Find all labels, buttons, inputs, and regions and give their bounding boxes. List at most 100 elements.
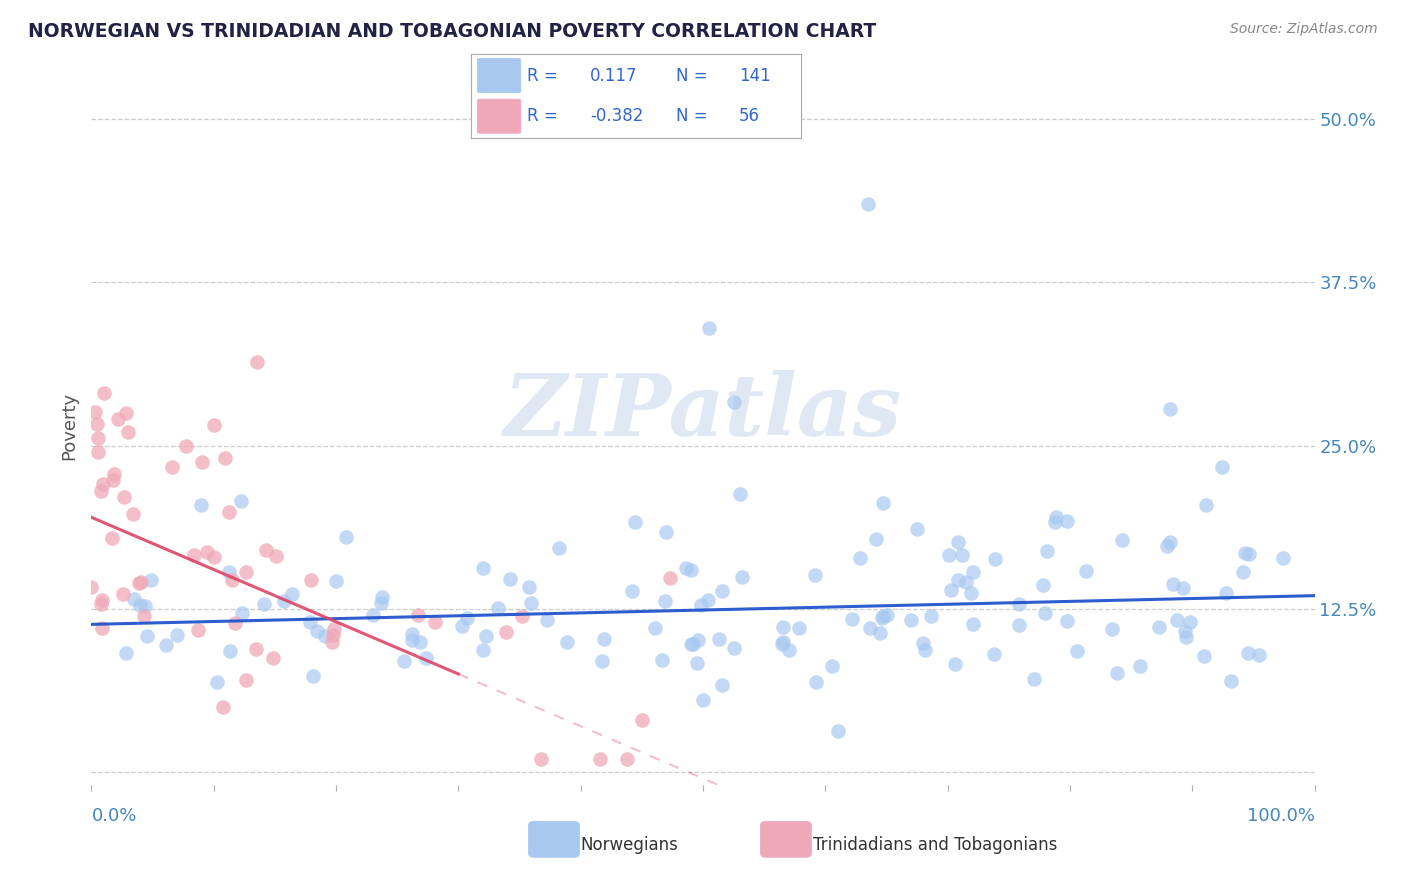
- Point: [195, 544, 218, 558]
- Point: [696, 592, 718, 607]
- Point: [962, 617, 984, 632]
- Point: [86, 417, 108, 431]
- Point: [1056, 614, 1078, 628]
- Point: [778, 642, 800, 657]
- Point: [728, 487, 751, 501]
- Point: [495, 624, 517, 639]
- Point: [1101, 622, 1123, 636]
- Point: [876, 607, 898, 622]
- Point: [872, 496, 894, 510]
- Point: [325, 574, 347, 588]
- Point: [191, 455, 214, 469]
- Point: [1220, 674, 1243, 689]
- Point: [90, 484, 112, 499]
- Point: [983, 647, 1005, 661]
- Point: [219, 643, 242, 657]
- Text: 56: 56: [738, 107, 759, 125]
- Point: [644, 621, 666, 635]
- Text: 141: 141: [738, 67, 770, 85]
- Point: [90, 597, 112, 611]
- Point: [710, 583, 733, 598]
- Point: [86, 445, 108, 459]
- Point: [1032, 578, 1054, 592]
- Point: [254, 542, 277, 557]
- Point: [305, 624, 328, 639]
- Point: [401, 633, 423, 648]
- Point: [115, 406, 138, 420]
- Point: [1174, 630, 1197, 644]
- Point: [939, 583, 962, 598]
- Point: [865, 533, 887, 547]
- Point: [1036, 544, 1059, 558]
- Point: [408, 635, 430, 649]
- Point: [211, 700, 233, 714]
- Point: [361, 607, 384, 622]
- Point: [218, 505, 240, 519]
- Point: [472, 560, 495, 574]
- Point: [772, 619, 794, 633]
- Point: [772, 635, 794, 649]
- Point: [450, 619, 472, 633]
- Point: [1129, 659, 1152, 673]
- Point: [273, 594, 295, 608]
- Text: NORWEGIAN VS TRINIDADIAN AND TOBAGONIAN POVERTY CORRELATION CHART: NORWEGIAN VS TRINIDADIAN AND TOBAGONIAN …: [28, 22, 876, 41]
- Point: [83, 404, 105, 418]
- Point: [955, 575, 977, 590]
- Point: [960, 586, 983, 600]
- Point: [129, 575, 152, 590]
- Point: [679, 637, 702, 651]
- Point: [112, 490, 135, 504]
- Point: [679, 563, 702, 577]
- Point: [1161, 577, 1184, 591]
- Point: [530, 752, 553, 766]
- Point: [1043, 515, 1066, 529]
- Point: [371, 590, 394, 604]
- Point: [675, 560, 697, 574]
- Point: [415, 650, 437, 665]
- Point: [912, 635, 935, 649]
- Point: [174, 439, 197, 453]
- Point: [624, 515, 647, 529]
- Point: [166, 628, 188, 642]
- Text: -0.382: -0.382: [591, 107, 644, 125]
- Point: [1233, 546, 1256, 560]
- Point: [475, 629, 498, 643]
- Point: [1232, 565, 1254, 579]
- Point: [690, 599, 713, 613]
- Point: [91, 476, 114, 491]
- Text: N =: N =: [676, 107, 707, 125]
- Point: [1180, 615, 1202, 630]
- Point: [650, 653, 672, 667]
- Point: [920, 609, 942, 624]
- Point: [1007, 597, 1029, 611]
- Point: [787, 621, 810, 635]
- Point: [520, 597, 543, 611]
- Point: [246, 354, 269, 368]
- Point: [117, 425, 139, 440]
- Point: [321, 635, 343, 649]
- Text: R =: R =: [527, 67, 558, 85]
- FancyBboxPatch shape: [478, 99, 520, 133]
- Point: [1111, 533, 1133, 547]
- Point: [517, 580, 540, 594]
- Point: [510, 609, 533, 624]
- Text: Norwegians: Norwegians: [581, 836, 679, 854]
- Point: [486, 600, 509, 615]
- Point: [205, 674, 228, 689]
- Point: [323, 623, 346, 637]
- Point: [80, 580, 103, 594]
- Point: [1022, 673, 1045, 687]
- Point: [322, 628, 344, 642]
- Point: [1237, 646, 1260, 660]
- Point: [335, 530, 357, 544]
- Point: [281, 586, 304, 600]
- Point: [804, 674, 827, 689]
- Point: [914, 643, 936, 657]
- Point: [1211, 459, 1233, 474]
- Point: [631, 713, 654, 727]
- Point: [770, 636, 793, 650]
- Point: [132, 609, 155, 624]
- Y-axis label: Poverty: Poverty: [60, 392, 79, 460]
- Point: [425, 615, 447, 630]
- Point: [950, 548, 973, 562]
